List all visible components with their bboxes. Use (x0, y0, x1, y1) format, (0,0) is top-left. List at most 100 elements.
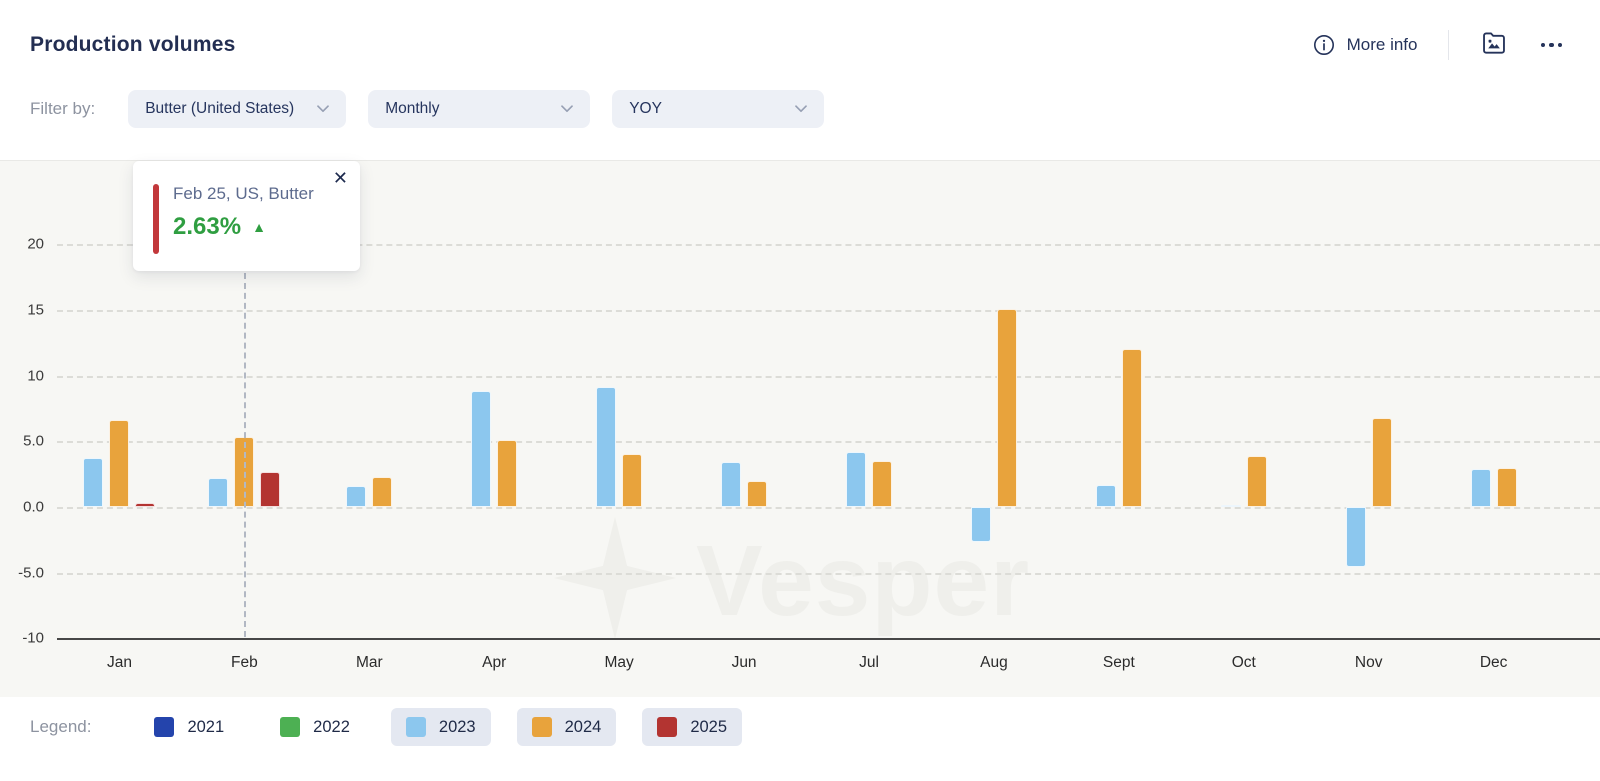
legend-swatch-2023 (405, 717, 426, 737)
gridline-5.0 (57, 441, 1600, 444)
filter-bar: Filter by: Butter (United States) Monthl… (30, 90, 846, 128)
gridline-0.0 (57, 507, 1600, 509)
x-axis-label-nov: Nov (1354, 654, 1383, 671)
selected-category-line (244, 273, 247, 637)
month-slot-dec (1431, 161, 1556, 638)
x-axis-label-dec: Dec (1479, 654, 1508, 671)
x-axis-label-oct: Oct (1231, 654, 1256, 671)
bar-2023-sept[interactable] (1095, 484, 1116, 507)
x-axis-label-aug: Aug (980, 654, 1008, 671)
x-axis-label-feb: Feb (231, 654, 258, 671)
bar-2024-aug[interactable] (996, 308, 1017, 507)
legend-swatch-2021 (154, 717, 175, 737)
bar-2023-jan[interactable] (83, 458, 104, 507)
legend-swatch-2024 (531, 717, 552, 737)
more-info-button[interactable]: More info (1311, 32, 1418, 58)
legend-item-label: 2025 (690, 717, 728, 736)
filter-metric-dropdown[interactable]: YOY (612, 90, 825, 128)
x-axis-label-jun: Jun (731, 654, 757, 671)
y-axis-label-15: 15 (27, 301, 44, 319)
header-divider (1447, 30, 1449, 60)
header-actions: More info (1311, 29, 1564, 62)
more-info-label: More info (1346, 35, 1418, 54)
image-export-icon (1481, 31, 1507, 60)
tooltip: Feb 25, US, Butter 2.63% ▲ ✕ (133, 161, 360, 271)
bar-2025-feb[interactable] (260, 472, 281, 507)
filter-label: Filter by: (30, 99, 96, 118)
legend-swatch-2025 (657, 717, 678, 737)
gridline-20 (57, 244, 1600, 247)
page-title: Production volumes (30, 33, 236, 56)
bar-2024-sept[interactable] (1121, 349, 1142, 507)
legend-item-label: 2022 (313, 717, 350, 736)
month-slot-aug (931, 161, 1056, 638)
legend-item-2025[interactable]: 2025 (642, 708, 743, 746)
legend-swatch-2022 (280, 717, 301, 737)
header: Production volumes More info (0, 0, 1600, 90)
legend-label: Legend: (30, 717, 92, 736)
bar-2024-apr[interactable] (497, 439, 518, 507)
bar-2024-nov[interactable] (1371, 417, 1392, 507)
month-slot-jul (807, 161, 932, 638)
chevron-down-icon (317, 100, 330, 118)
x-axis-labels: Jan Feb Mar Apr May Jun Jul Aug Sept Oct Nov Dec (57, 654, 1556, 672)
y-axis-label--5.0: -5.0 (18, 564, 44, 582)
bar-2023-jun[interactable] (721, 462, 742, 507)
legend-item-2023[interactable]: 2023 (390, 708, 491, 746)
bar-2023-feb[interactable] (208, 478, 229, 507)
legend-item-2021[interactable]: 2021 (139, 708, 239, 746)
bar-2024-jul[interactable] (871, 461, 892, 507)
gridline-10 (57, 375, 1600, 378)
legend-item-label: 2024 (564, 717, 602, 736)
bar-2023-jul[interactable] (845, 451, 866, 507)
filter-frequency-dropdown[interactable]: Monthly (368, 90, 591, 128)
filter-metric-value: YOY (629, 100, 662, 117)
bar-2024-dec[interactable] (1496, 467, 1517, 507)
y-axis-label-20: 20 (27, 235, 44, 253)
bar-2023-nov[interactable] (1345, 507, 1366, 568)
filter-frequency-value: Monthly (385, 100, 440, 117)
tooltip-close-icon[interactable]: ✕ (332, 168, 348, 188)
legend-item-2022[interactable]: 2022 (265, 708, 365, 746)
info-icon (1311, 32, 1337, 58)
legend-items: 2021 2022 2023 2024 2025 (139, 708, 743, 746)
legend-item-2024[interactable]: 2024 (516, 708, 617, 746)
bar-2025-jan[interactable] (135, 503, 156, 507)
x-axis-label-jul: Jul (859, 654, 879, 671)
month-slot-may (557, 161, 682, 638)
month-slot-mar (307, 161, 432, 638)
bar-2023-may[interactable] (596, 387, 617, 507)
month-slot-jun (682, 161, 807, 638)
x-axis-label-jan: Jan (106, 654, 132, 671)
bar-2024-may[interactable] (622, 454, 643, 507)
y-axis-label-5.0: 5.0 (23, 432, 44, 450)
export-image-button[interactable] (1479, 29, 1509, 62)
filter-product-dropdown[interactable]: Butter (United States) (128, 90, 347, 128)
bar-2023-oct[interactable] (1220, 505, 1241, 507)
month-slot-nov (1306, 161, 1431, 638)
gridline--5.0 (57, 572, 1600, 575)
bar-2024-jun[interactable] (747, 480, 768, 507)
x-axis-label-apr: Apr (482, 654, 507, 671)
more-options-button[interactable] (1539, 41, 1565, 50)
bar-2024-oct[interactable] (1246, 455, 1267, 507)
tooltip-value: 2.63% (173, 213, 242, 240)
filter-product-value: Butter (United States) (145, 100, 295, 117)
ellipsis-icon (1540, 42, 1562, 48)
month-slot-jan (57, 161, 182, 638)
tooltip-accent-bar (153, 184, 159, 254)
bar-2024-jan[interactable] (109, 420, 130, 507)
chevron-down-icon (795, 100, 808, 118)
month-slot-oct (1181, 161, 1306, 638)
bar-2023-mar[interactable] (346, 485, 367, 507)
bar-2023-aug[interactable] (970, 507, 991, 543)
bar-2023-apr[interactable] (471, 391, 492, 507)
bar-2024-mar[interactable] (372, 476, 393, 507)
x-axis-label-mar: Mar (355, 654, 383, 671)
legend-item-label: 2023 (438, 717, 476, 736)
x-axis-baseline (57, 638, 1600, 640)
bar-2023-dec[interactable] (1470, 468, 1491, 507)
month-slot-sept (1056, 161, 1181, 638)
gridline-15 (57, 309, 1600, 312)
legend: Legend: 2021 2022 2023 2024 2025 (30, 708, 743, 746)
